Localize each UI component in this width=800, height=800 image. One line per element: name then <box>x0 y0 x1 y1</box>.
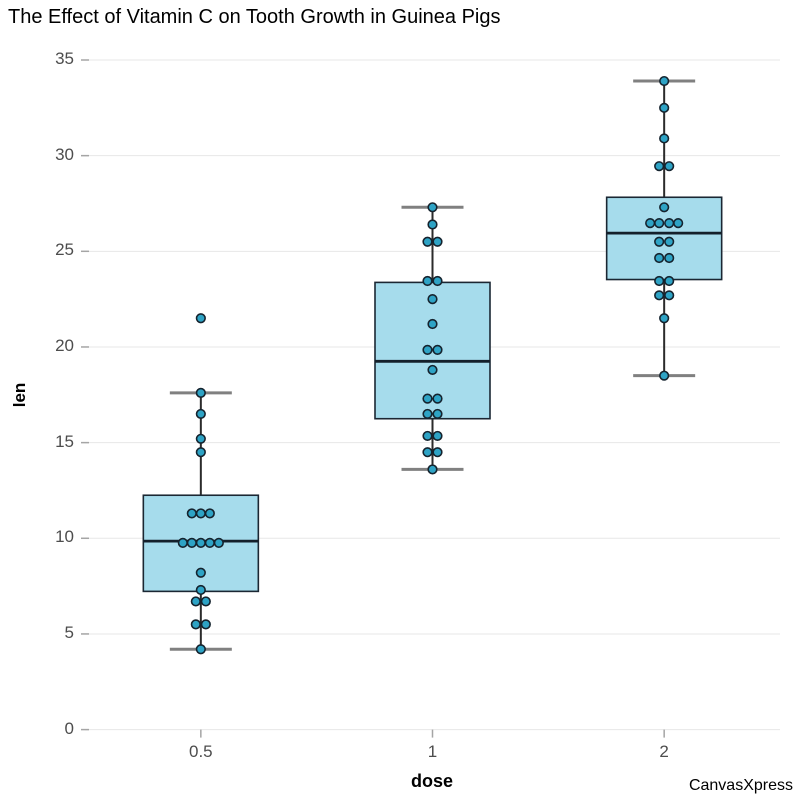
data-point <box>195 447 206 458</box>
data-point <box>654 217 665 229</box>
y-tick-label: 5 <box>64 622 74 642</box>
data-point <box>204 537 215 548</box>
data-point <box>654 236 665 247</box>
data-point <box>422 236 433 247</box>
data-point <box>195 537 206 548</box>
data-point <box>195 313 206 324</box>
data-point <box>659 313 670 324</box>
data-point <box>186 508 197 519</box>
y-tick-label: 35 <box>55 49 74 68</box>
x-tick-label: 0.5 <box>189 742 213 761</box>
data-point <box>654 252 665 264</box>
data-point <box>659 133 670 144</box>
x-tick-label: 1 <box>427 742 438 761</box>
data-point <box>654 161 665 172</box>
data-point <box>645 217 656 229</box>
data-point <box>664 217 675 229</box>
data-point <box>427 294 438 305</box>
y-tick-label: 15 <box>55 431 74 451</box>
data-point <box>195 508 206 519</box>
data-point <box>673 217 684 229</box>
data-point <box>432 275 443 287</box>
data-point <box>427 202 438 213</box>
y-tick-label: 25 <box>55 240 74 260</box>
data-point <box>422 447 433 458</box>
data-point <box>186 537 197 548</box>
data-point <box>659 75 670 87</box>
data-point <box>213 537 224 548</box>
data-point <box>654 290 665 301</box>
data-point <box>432 344 443 355</box>
y-tick-label: 30 <box>55 144 74 164</box>
data-point <box>422 344 433 355</box>
data-point <box>659 102 670 113</box>
data-point <box>422 408 433 420</box>
data-point <box>432 447 443 458</box>
data-point <box>195 408 206 420</box>
data-point <box>195 433 206 444</box>
y-tick-label: 0 <box>64 718 74 738</box>
data-point <box>195 567 206 578</box>
data-point <box>190 596 201 607</box>
data-point <box>432 393 443 404</box>
x-tick-label: 2 <box>659 742 669 761</box>
data-point <box>664 252 675 264</box>
data-point <box>422 275 433 287</box>
data-point <box>422 430 433 442</box>
data-point <box>664 236 675 247</box>
data-point <box>195 644 206 655</box>
data-point <box>177 537 188 548</box>
chart-title: The Effect of Vitamin C on Tooth Growth … <box>8 6 501 28</box>
data-point <box>664 161 675 172</box>
data-point <box>422 393 433 404</box>
data-point <box>204 508 215 519</box>
data-point <box>195 584 206 596</box>
data-point <box>200 619 211 630</box>
data-point <box>664 275 675 287</box>
y-tick-label: 20 <box>55 335 74 355</box>
y-tick-label: 10 <box>55 527 74 547</box>
data-point <box>432 408 443 420</box>
data-point <box>427 464 438 475</box>
data-point <box>427 318 438 330</box>
data-point <box>427 364 438 376</box>
data-point <box>200 596 211 607</box>
x-axis-label: dose <box>410 771 453 791</box>
canvasxpress-watermark[interactable]: CanvasXpress <box>688 777 793 794</box>
data-point <box>432 430 443 442</box>
data-point <box>664 290 675 301</box>
data-point <box>427 219 438 230</box>
data-point <box>659 202 670 213</box>
data-point <box>195 387 206 398</box>
data-point <box>190 619 201 630</box>
data-point <box>432 236 443 247</box>
data-point <box>654 275 665 287</box>
data-point <box>659 370 670 381</box>
